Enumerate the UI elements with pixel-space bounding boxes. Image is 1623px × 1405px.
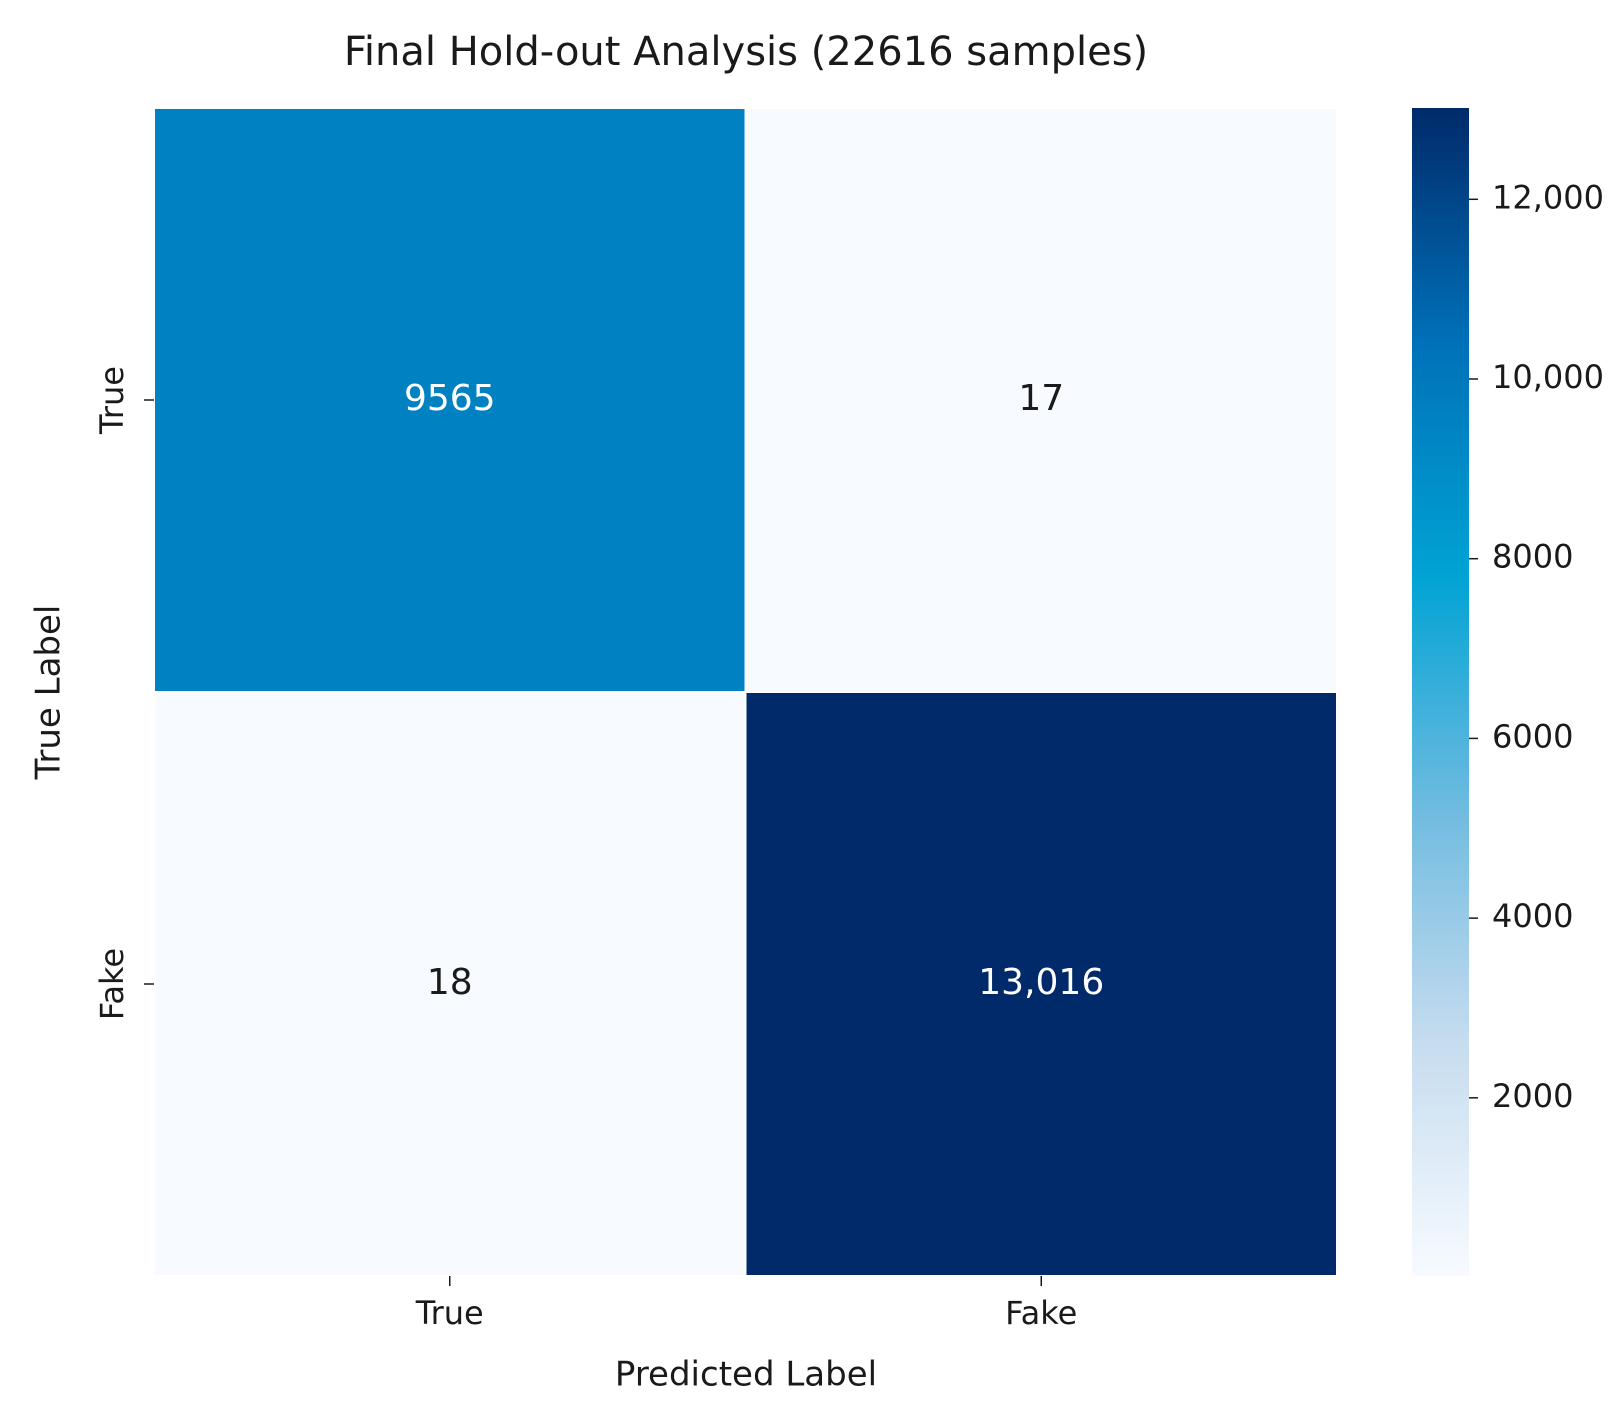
x-tick-label: Fake bbox=[1005, 1294, 1077, 1332]
heatmap-cell bbox=[153, 691, 747, 1277]
colorbar-tick-label: 8000 bbox=[1492, 538, 1573, 576]
colorbar-tick-label: 4000 bbox=[1492, 897, 1573, 935]
chart-title: Final Hold-out Analysis (22616 samples) bbox=[344, 29, 1148, 75]
colorbar-tick-label: 6000 bbox=[1492, 717, 1573, 755]
cell-label: 13,016 bbox=[978, 962, 1104, 1003]
y-tick-label: True bbox=[93, 366, 131, 435]
y-tick-label: Fake bbox=[93, 948, 131, 1020]
colorbar bbox=[1412, 108, 1469, 1276]
heatmap-cell bbox=[744, 107, 1338, 693]
colorbar-tick-label: 12,000 bbox=[1492, 178, 1604, 216]
heatmap-cell bbox=[153, 107, 747, 693]
x-axis-label: Predicted Label bbox=[615, 1355, 877, 1395]
heatmap-cell bbox=[744, 691, 1338, 1277]
cell-label: 17 bbox=[1018, 378, 1064, 419]
y-axis-label: True Label bbox=[29, 605, 69, 781]
cell-label: 18 bbox=[427, 962, 473, 1003]
cell-label: 9565 bbox=[404, 378, 496, 419]
x-tick-label: True bbox=[415, 1294, 484, 1332]
colorbar-tick-label: 10,000 bbox=[1492, 358, 1604, 396]
colorbar-tick-label: 2000 bbox=[1492, 1077, 1573, 1115]
